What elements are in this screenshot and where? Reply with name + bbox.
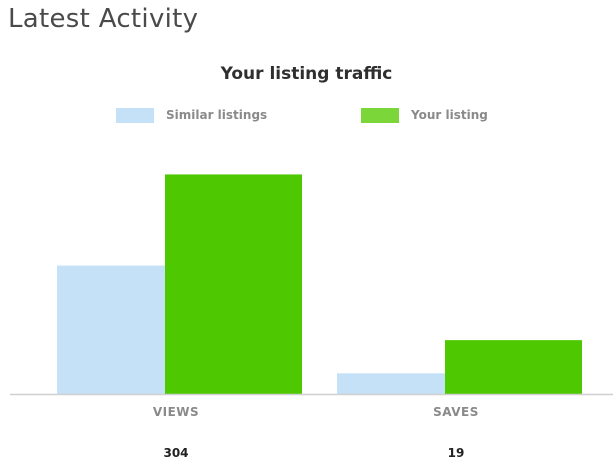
legend-swatch-similar-listings xyxy=(116,107,154,123)
legend-label-your-listing: Your listing xyxy=(411,108,488,122)
category-total-views: 304 xyxy=(163,446,188,460)
chart-title: Your listing traffic xyxy=(220,64,393,84)
bar-similar-listings-saves[interactable] xyxy=(337,373,445,394)
chart-legend: Similar listings Your listing xyxy=(0,106,613,124)
x-tick-label-saves: SAVES xyxy=(433,405,479,419)
legend-item-your-listing[interactable]: Your listing xyxy=(361,106,488,124)
legend-item-similar-listings[interactable]: Similar listings xyxy=(116,106,267,124)
legend-label-similar-listings: Similar listings xyxy=(166,108,268,122)
bar-similar-listings-views[interactable] xyxy=(57,265,165,394)
legend-swatch-your-listing xyxy=(361,107,399,123)
category-total-saves: 19 xyxy=(448,446,465,460)
section-title: Latest Activity xyxy=(8,4,199,34)
bar-your-listing-views[interactable] xyxy=(165,174,302,394)
bar-your-listing-saves[interactable] xyxy=(445,340,582,394)
x-tick-label-views: VIEWS xyxy=(153,405,199,419)
